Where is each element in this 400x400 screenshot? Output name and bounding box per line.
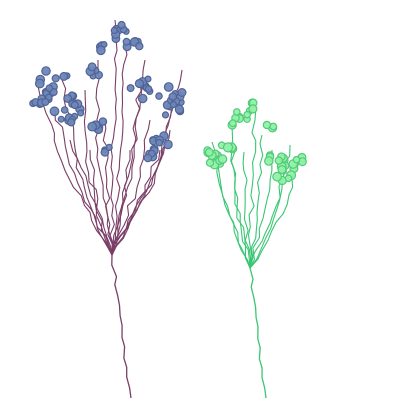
flower-bud [105, 143, 113, 151]
right-plant [203, 98, 307, 399]
branch [111, 149, 161, 256]
flower-bud [51, 74, 60, 83]
flower-bud [177, 87, 187, 97]
flower-bud [137, 93, 148, 104]
flower-bud [155, 138, 164, 147]
branch [249, 149, 273, 269]
branch [102, 119, 114, 256]
branch [230, 149, 251, 269]
flower-bud [222, 142, 234, 153]
left-plant-flowers [29, 20, 187, 163]
flower-bud [144, 85, 153, 93]
branch [249, 134, 264, 269]
flower-bud [41, 66, 51, 76]
flower-bud [59, 71, 69, 81]
branch [111, 150, 131, 256]
flower-bud [248, 104, 258, 114]
flower-bud [98, 117, 108, 126]
right-plant-flowers [203, 98, 307, 186]
branch [111, 44, 128, 256]
flower-bud [217, 154, 228, 164]
flower-bud [262, 120, 272, 130]
branch [95, 60, 113, 256]
flower-bud [284, 174, 293, 183]
branch [109, 19, 118, 256]
main-stem [249, 267, 267, 399]
branch [242, 151, 252, 269]
branch [54, 109, 113, 256]
flower-bud [45, 84, 54, 93]
flower-bud [87, 121, 98, 132]
branch [37, 85, 113, 256]
flower-bud [243, 110, 252, 119]
flower-bud [34, 78, 45, 89]
left-plant [29, 19, 187, 399]
branch [249, 169, 286, 269]
flower-bud [143, 153, 153, 163]
flower-bud [117, 20, 126, 30]
flower-bud [163, 82, 174, 92]
flower-bud [100, 147, 110, 157]
branch [111, 129, 171, 256]
branch [89, 149, 113, 256]
flower-bud [233, 108, 241, 116]
flower-bud [96, 45, 106, 56]
flower-bud [49, 106, 60, 117]
flower-bud [205, 158, 215, 167]
flower-bud [60, 106, 69, 114]
flower-bud [57, 115, 65, 123]
flower-bud [228, 119, 237, 128]
flower-bud [126, 84, 135, 93]
flower-bud [168, 92, 178, 101]
flower-bud [77, 109, 85, 117]
flower-bud [292, 155, 301, 164]
flower-bud [163, 139, 173, 150]
flower-bud [110, 26, 118, 35]
flower-bud [174, 104, 185, 115]
flower-bud [161, 111, 170, 119]
branch [217, 164, 251, 269]
flower-bud [272, 171, 283, 182]
flower-bud [122, 37, 131, 46]
branch [247, 99, 257, 269]
branch [111, 59, 146, 256]
flower-bud [204, 147, 214, 157]
branch [111, 119, 151, 256]
flower-bud [263, 156, 274, 166]
flower-bud [169, 100, 177, 109]
flower-bud [70, 100, 79, 110]
flower-bud [66, 118, 76, 127]
flower-bud [144, 75, 152, 83]
flower-bud [87, 62, 97, 72]
flower-bud [41, 97, 50, 106]
flower-bud [135, 42, 144, 51]
main-stem [111, 254, 132, 399]
flower-bud [277, 165, 287, 175]
flower-bud [274, 156, 283, 165]
flower-bud [155, 92, 163, 100]
flower-bud [134, 78, 144, 89]
branch [83, 89, 113, 256]
